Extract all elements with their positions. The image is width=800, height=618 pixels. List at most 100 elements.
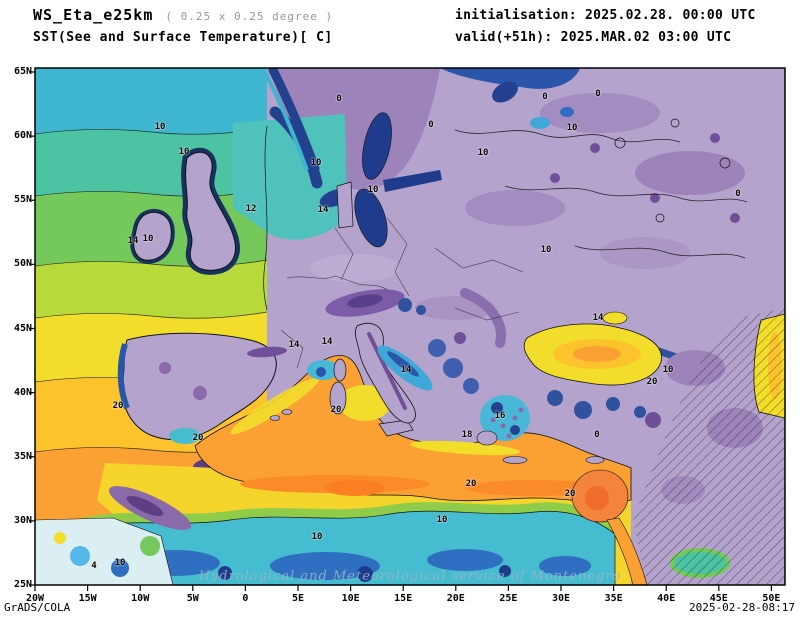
contour-value-label: 20 — [564, 489, 576, 499]
coastline — [263, 125, 268, 311]
red-sea — [606, 517, 648, 585]
sardinia — [329, 381, 347, 415]
lat-tick-label: 25N — [13, 579, 32, 590]
lon-tick-label: 40E — [657, 593, 676, 604]
italy — [354, 298, 426, 424]
contour-value-label: 14 — [288, 340, 300, 350]
baltic-sea — [354, 112, 442, 248]
white-sea — [492, 81, 518, 103]
north-sea — [233, 114, 347, 240]
contour-value-label: 10 — [540, 245, 552, 255]
british-isles — [130, 147, 240, 275]
lon-tick-label: 50E — [762, 593, 781, 604]
contour-value-label: 20 — [465, 479, 477, 489]
contour-value-label: 4 — [91, 561, 97, 571]
watermark: Hydrological and Meteorological service … — [198, 569, 622, 584]
contour-value-label: 14 — [127, 236, 139, 246]
contour-value-label: 0 — [594, 430, 600, 440]
contour-value-label: 14 — [317, 205, 329, 215]
lat-tick-label: 50N — [13, 258, 32, 270]
lat-tick-label: 45N — [13, 322, 32, 334]
contour-value-label: 10 — [436, 515, 448, 525]
contour-value-label: 14 — [321, 337, 333, 347]
valid-time: valid(+51h): 2025.MAR.02 03:00 UTC — [455, 30, 732, 45]
field-title: SST(See and Surface Temperature)[ C] — [33, 30, 333, 45]
corsica — [333, 358, 347, 382]
lake-ladoga — [530, 117, 550, 129]
adriatic-sea — [377, 345, 433, 391]
lon-tick-label: 5W — [186, 593, 199, 604]
contour-value-label: 16 — [494, 411, 506, 421]
lat-tick-label: 40N — [13, 386, 32, 398]
contour-value-label: 10 — [367, 185, 379, 195]
contour-value-label: 0 — [428, 120, 434, 130]
mediterranean-sea — [194, 355, 632, 503]
russia-patch — [465, 190, 565, 226]
contour-value-label: 20 — [112, 401, 124, 411]
cyprus — [585, 456, 605, 464]
middle-east — [633, 308, 785, 585]
contour-value-label: 10 — [178, 147, 190, 157]
russia-patch — [600, 237, 690, 269]
contour-value-label: 14 — [400, 365, 412, 375]
lon-tick-label: 30E — [551, 593, 571, 604]
lake-onega — [560, 107, 574, 117]
russia-patch — [540, 93, 660, 133]
contour-value-label: 10 — [142, 234, 154, 244]
lon-tick-label: 25E — [499, 593, 518, 604]
contour-value-label: 10 — [311, 532, 323, 542]
lat-tick-label: 35N — [13, 450, 32, 462]
run-info: initialisation: 2025.02.28. 00:00 UTC va… — [455, 5, 756, 49]
contour-value-label: 0 — [336, 94, 342, 104]
lon-tick-label: 0 — [242, 593, 249, 604]
lon-tick-label: 20W — [25, 593, 45, 604]
sea-of-azov — [602, 311, 628, 325]
contour-squiggles — [454, 129, 748, 259]
sicily — [378, 419, 414, 437]
grads-credit: GrADS/COLA — [4, 601, 71, 614]
contour-value-label: 10 — [154, 122, 166, 132]
crete — [502, 456, 528, 464]
contour-value-label: 20 — [646, 377, 658, 387]
balearic — [269, 415, 281, 421]
aegean-sea — [476, 395, 530, 464]
contour-value-label: 10 — [310, 158, 322, 168]
contour-value-label: 14 — [592, 313, 604, 323]
lon-tick-label: 5E — [291, 593, 305, 604]
country-borders — [280, 217, 524, 369]
lat-tick-label: 55N — [13, 194, 32, 206]
lat-tick-label: 65N — [13, 66, 32, 77]
lon-tick-label: 35E — [604, 593, 623, 604]
carpathians — [460, 288, 506, 348]
lat-tick-label: 30N — [13, 514, 32, 526]
initialisation-time: initialisation: 2025.02.28. 00:00 UTC — [455, 8, 756, 23]
peloponnese — [476, 430, 498, 446]
anatolia-mountains — [547, 390, 661, 428]
contour-value-label: 20 — [330, 405, 342, 415]
lon-tick-label: 10E — [341, 593, 360, 604]
contour-value-label: 0 — [542, 92, 548, 102]
lon-tick-label: 15W — [78, 593, 97, 604]
contour-value-label: 18 — [461, 430, 473, 440]
contour-value-label: 10 — [114, 558, 126, 568]
contour-value-label: 0 — [595, 89, 601, 99]
axis-ticks — [29, 71, 773, 591]
sahara-cold-region — [69, 502, 621, 585]
arctic-sea — [440, 68, 580, 89]
lon-tick-label: 20E — [446, 593, 465, 604]
terrain-hatch — [633, 308, 785, 585]
denmark — [336, 181, 354, 229]
lon-tick-label: 45E — [709, 593, 728, 604]
model-name: WS_Eta_e25km — [33, 6, 154, 24]
lat-tick-label: 60N — [13, 130, 32, 142]
balkan-mountains — [428, 332, 479, 394]
contour-value-label: 12 — [245, 204, 257, 214]
contour-value-label: 10 — [566, 123, 578, 133]
grid-resolution: ( 0.25 x 0.25 degree ) — [165, 10, 334, 23]
lon-tick-label: 15E — [394, 593, 413, 604]
iberia — [117, 332, 287, 472]
generation-timestamp: 2025-02-28-08:17 — [689, 601, 795, 614]
contour-value-label: 0 — [735, 189, 741, 199]
